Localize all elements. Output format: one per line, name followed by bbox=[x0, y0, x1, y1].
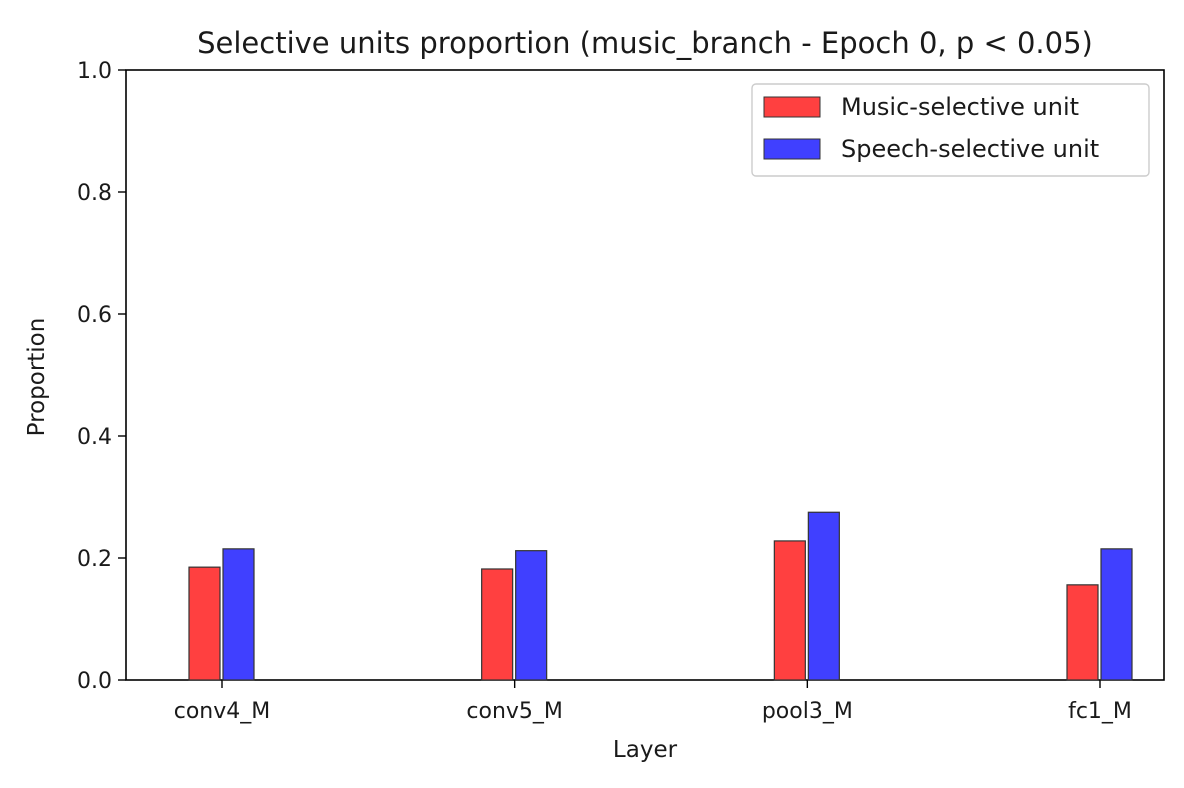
y-tick-label: 0.6 bbox=[77, 303, 112, 328]
x-tick-label-conv5-m: conv5_M bbox=[466, 699, 563, 724]
y-tick-label: 0.2 bbox=[77, 547, 112, 572]
bar-music-conv5-m bbox=[481, 568, 514, 681]
bar-speech-fc1-m bbox=[1100, 548, 1133, 681]
x-axis: conv4_M conv5_M pool3_M fc1_M bbox=[174, 680, 1132, 724]
legend-swatch-music bbox=[763, 96, 821, 118]
plot-area-frame bbox=[125, 69, 1165, 681]
bar-music-pool3-m bbox=[773, 540, 806, 681]
legend-label-music: Music-selective unit bbox=[841, 93, 1079, 121]
y-tick-label: 1.0 bbox=[77, 59, 112, 84]
bar-speech-pool3-m bbox=[807, 511, 840, 681]
x-tick-label-pool3-m: pool3_M bbox=[762, 699, 853, 724]
x-axis-label: Layer bbox=[613, 737, 678, 763]
bar-music-fc1-m bbox=[1066, 584, 1099, 681]
y-tick-label: 0.4 bbox=[77, 425, 112, 450]
legend: Music-selective unit Speech-selective un… bbox=[751, 83, 1150, 177]
legend-swatch-speech bbox=[763, 138, 821, 160]
bar-music-conv4-m bbox=[188, 566, 221, 681]
x-tick-label-conv4-m: conv4_M bbox=[174, 699, 271, 724]
x-tick-label-fc1-m: fc1_M bbox=[1068, 699, 1132, 724]
chart-title: Selective units proportion (music_branch… bbox=[197, 26, 1093, 60]
y-axis-label: Proportion bbox=[24, 318, 50, 437]
legend-box bbox=[751, 83, 1150, 177]
y-tick-label: 0.0 bbox=[77, 669, 112, 694]
y-axis: 0.0 0.2 0.4 0.6 0.8 1.0 bbox=[77, 59, 126, 694]
legend-label-speech: Speech-selective unit bbox=[841, 135, 1099, 163]
bar-speech-conv4-m bbox=[222, 548, 255, 681]
bar-marks bbox=[188, 511, 1133, 681]
y-tick-label: 0.8 bbox=[77, 181, 112, 206]
bar-speech-conv5-m bbox=[515, 550, 548, 681]
